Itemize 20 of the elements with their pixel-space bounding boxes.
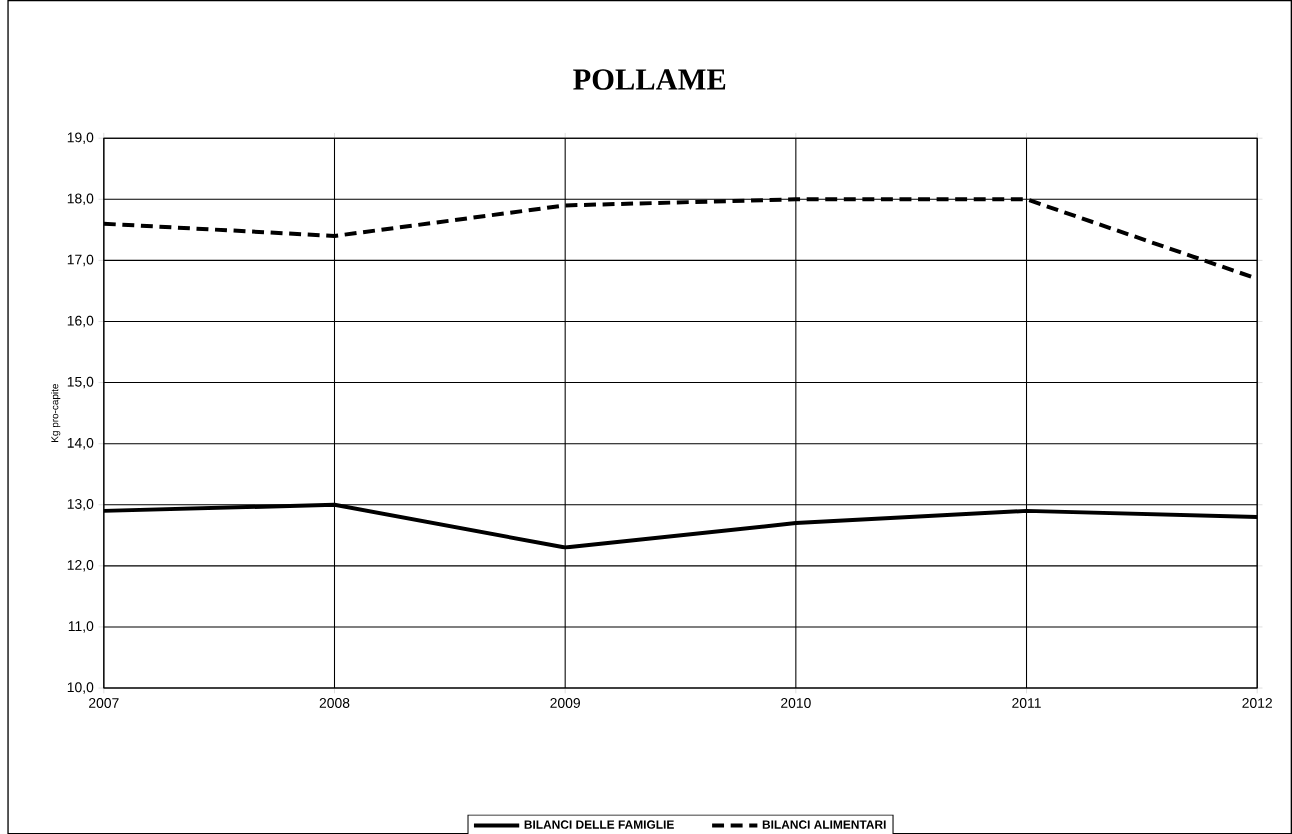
y-tick-label: 11,0 xyxy=(68,621,94,633)
y-tick-label: 15,0 xyxy=(67,376,94,389)
x-tick-label: 2011 xyxy=(1012,697,1041,708)
y-tick-label: 13,0 xyxy=(67,498,94,511)
y-tick-label: 18,0 xyxy=(67,193,94,205)
x-tick-label: 2012 xyxy=(1242,697,1272,708)
y-tick-label: 10,0 xyxy=(67,682,94,694)
y-tick-label: 17,0 xyxy=(67,254,94,267)
y-tick-label: 19,0 xyxy=(67,132,94,144)
legend-label: BILANCI DELLE FAMIGLIE xyxy=(524,820,674,829)
x-tick-label: 2009 xyxy=(550,697,580,708)
y-tick-label: 12,0 xyxy=(67,560,94,572)
y-tick-label: 16,0 xyxy=(67,315,94,328)
x-tick-label: 2010 xyxy=(781,697,811,708)
x-tick-label: 2007 xyxy=(89,697,119,708)
x-tick-label: 2008 xyxy=(319,697,350,708)
chart-title: POLLAME xyxy=(573,69,726,90)
y-tick-label: 14,0 xyxy=(67,437,94,450)
legend-label: BILANCI ALIMENTARI xyxy=(762,820,886,829)
y-axis-title: Kg pro-capite xyxy=(51,383,61,442)
